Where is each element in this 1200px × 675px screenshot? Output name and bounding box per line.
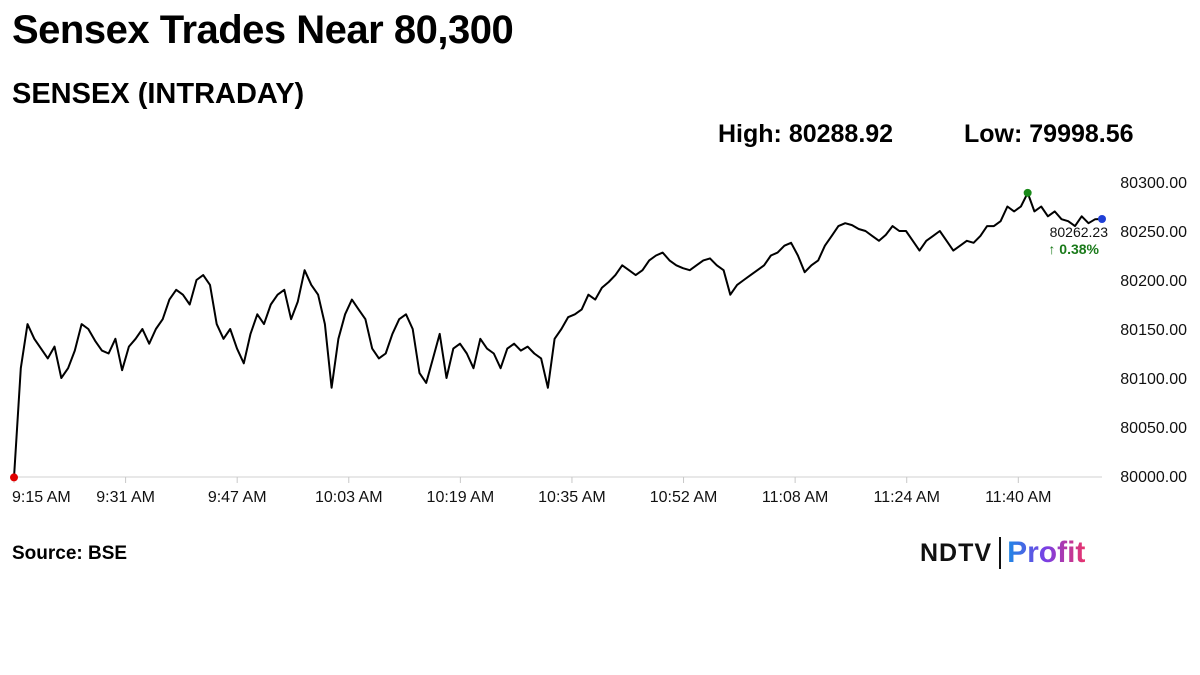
x-tick-label: 10:03 AM <box>315 489 383 506</box>
low-value: Low: 79998.56 <box>964 120 1134 148</box>
y-tick-label: 80000.00 <box>1120 469 1187 486</box>
low-marker <box>10 473 18 482</box>
x-tick-label: 9:47 AM <box>208 489 267 506</box>
x-tick-label: 9:31 AM <box>96 489 155 506</box>
x-tick-label: 10:52 AM <box>650 489 718 506</box>
logo-profit-text: Profit <box>1007 536 1086 569</box>
headline: Sensex Trades Near 80,300 <box>12 8 514 52</box>
x-tick-label: 10:35 AM <box>538 489 606 506</box>
x-tick-label: 9:15 AM <box>12 489 71 506</box>
logo-divider <box>999 537 1002 569</box>
sensex-line <box>13 191 1103 478</box>
ndtv-profit-logo: NDTV Profit <box>920 534 1085 572</box>
y-tick-label: 80050.00 <box>1120 420 1187 437</box>
y-tick-label: 80250.00 <box>1120 224 1187 241</box>
last-value-label: 80262.23 <box>1050 224 1109 240</box>
last-value-marker <box>1098 215 1106 224</box>
y-tick-label: 80300.00 <box>1120 175 1187 192</box>
source-note: Source: BSE <box>12 543 128 564</box>
y-tick-label: 80200.00 <box>1120 273 1187 290</box>
high-marker <box>1023 188 1032 197</box>
y-tick-label: 80100.00 <box>1120 371 1187 388</box>
change-label: ↑ 0.38% <box>1048 241 1099 257</box>
y-tick-label: 80150.00 <box>1120 322 1187 339</box>
chart-subtitle: SENSEX (INTRADAY) <box>12 78 305 110</box>
x-tick-label: 11:24 AM <box>874 489 940 506</box>
x-tick-label: 11:08 AM <box>762 489 828 506</box>
x-tick-label: 10:19 AM <box>427 489 495 506</box>
high-value: High: 80288.92 <box>718 120 894 148</box>
x-tick-label: 11:40 AM <box>985 489 1051 506</box>
logo-ndtv-text: NDTV <box>920 538 993 567</box>
